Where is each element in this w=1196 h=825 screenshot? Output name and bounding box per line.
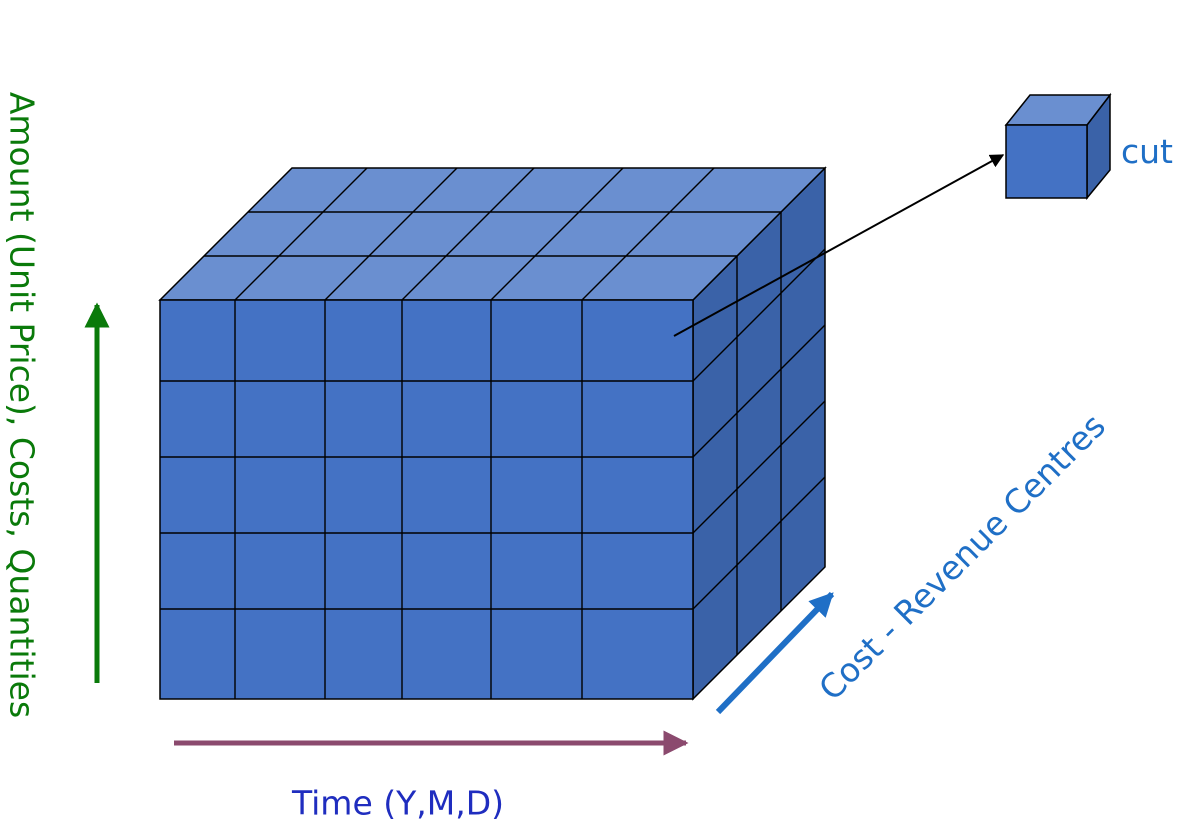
cut-cube-front [1005, 124, 1088, 199]
data-cube [158, 166, 827, 701]
cut-pointer-arrow [673, 154, 1005, 337]
top-grid-line [490, 167, 624, 301]
cut-label: cut [1121, 132, 1173, 171]
side-grid-line [692, 324, 826, 458]
top-grid-line [234, 167, 368, 301]
top-grid-line [401, 167, 535, 301]
vertical-axis-label: Amount (Unit Price), Costs, Quantities [3, 92, 42, 718]
cut-cube-icon [1004, 92, 1112, 201]
depth-axis-arrow [715, 591, 835, 715]
horizontal-axis-label: Time (Y,M,D) [291, 784, 504, 823]
cube-front-face [159, 299, 694, 700]
side-grid-line [692, 400, 826, 534]
side-grid-line [692, 476, 826, 610]
top-grid-line [581, 167, 715, 301]
side-grid-line [692, 248, 826, 382]
cube-grid-lines [160, 167, 826, 699]
depth-axis-label: Cost - Revenue Centres [811, 406, 1113, 708]
top-grid-line [324, 167, 458, 301]
